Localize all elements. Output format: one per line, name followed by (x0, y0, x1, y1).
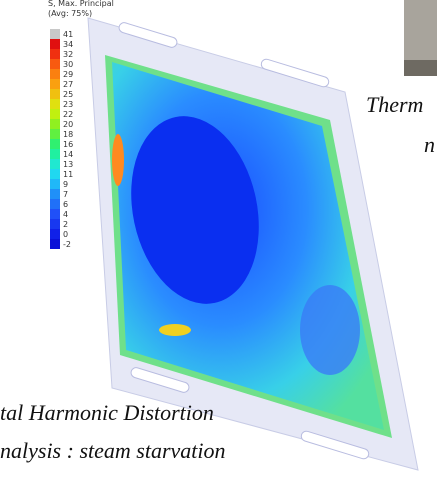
low-stress-zone (300, 285, 360, 375)
legend-label: -2 (63, 240, 71, 249)
legend-swatch (50, 139, 60, 149)
legend-label: 18 (63, 130, 73, 139)
legend-label: 41 (63, 30, 73, 39)
legend-label: 6 (63, 200, 68, 209)
legend-swatch (50, 239, 60, 249)
legend-label: 20 (63, 120, 73, 129)
legend-swatch (50, 179, 60, 189)
legend-swatch (50, 99, 60, 109)
legend-label: 9 (63, 180, 68, 189)
legend-swatch (50, 59, 60, 69)
legend-subtitle: (Avg: 75%) (48, 9, 92, 18)
legend-swatch (50, 159, 60, 169)
legend-swatch (50, 109, 60, 119)
legend-label: 4 (63, 210, 68, 219)
legend-label: 16 (63, 140, 73, 149)
legend-label: 29 (63, 70, 73, 79)
caption: tal Harmonic Distortion (0, 400, 214, 425)
legend-swatch (50, 169, 60, 179)
legend-swatch (50, 69, 60, 79)
caption: Therm (366, 92, 423, 117)
legend-swatch (50, 129, 60, 139)
legend-label: 32 (63, 50, 73, 59)
scene: S, Max. Principal (Avg: 75%) 41343230292… (0, 0, 437, 483)
legend-swatch (50, 119, 60, 129)
legend-label: 25 (63, 90, 73, 99)
legend-swatch (50, 219, 60, 229)
legend-label: 22 (63, 110, 73, 119)
legend-label: 30 (63, 60, 73, 69)
legend-swatch (50, 199, 60, 209)
legend-swatch (50, 189, 60, 199)
legend-title: S, Max. Principal (48, 0, 114, 8)
hot-spot (112, 134, 124, 186)
legend-label: 13 (63, 160, 73, 169)
legend-label: 23 (63, 100, 73, 109)
legend-swatch (50, 89, 60, 99)
legend-swatch (50, 29, 60, 39)
legend-label: 7 (63, 190, 68, 199)
legend-swatch (50, 79, 60, 89)
legend-swatch (50, 209, 60, 219)
legend-label: 27 (63, 80, 73, 89)
caption: nalysis : steam starvation (0, 438, 226, 463)
legend-label: 0 (63, 230, 68, 239)
legend-label: 11 (63, 170, 73, 179)
legend-label: 2 (63, 220, 68, 229)
legend-label: 34 (63, 40, 73, 49)
photo-shadow (404, 60, 437, 76)
legend-swatch (50, 49, 60, 59)
legend-label: 14 (63, 150, 73, 159)
legend-swatch (50, 39, 60, 49)
legend-swatch (50, 229, 60, 239)
legend-swatch (50, 149, 60, 159)
hot-spot (159, 324, 191, 336)
caption: n (424, 132, 435, 157)
